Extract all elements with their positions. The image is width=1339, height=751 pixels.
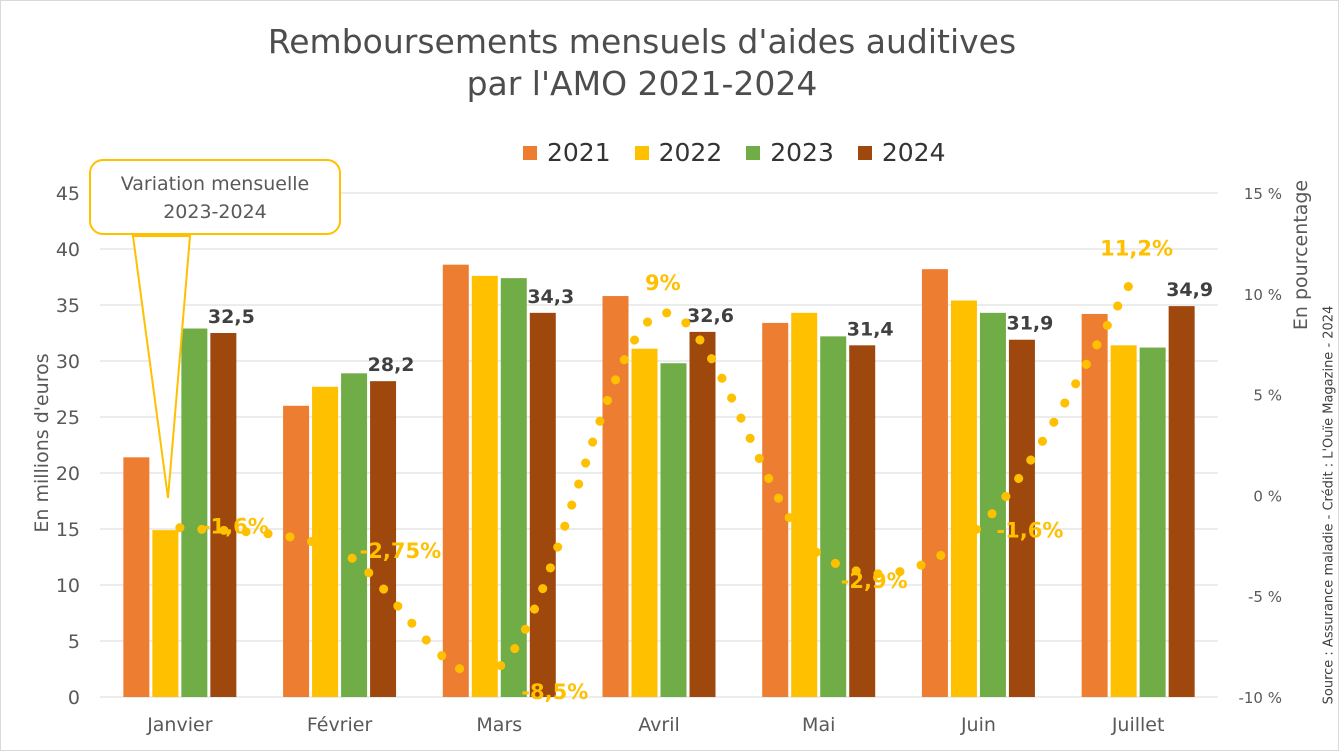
- y2-tick-label: -5 %: [1248, 588, 1282, 606]
- legend-item-2024: 2024: [857, 138, 946, 167]
- bar-2021: [921, 269, 948, 697]
- legend-item-2023: 2023: [746, 138, 834, 167]
- legend: 2021 2022 2023 2024: [523, 138, 946, 167]
- y-tick-label: 30: [56, 351, 80, 373]
- variation-label: -1,6%: [202, 515, 269, 539]
- bar-2024: [689, 331, 716, 697]
- source-credit: Source : Assurance maladie - Crédit : L'…: [1321, 305, 1337, 705]
- bar-2022: [791, 312, 818, 697]
- bar-2021: [762, 322, 789, 697]
- bar-2021: [1081, 313, 1108, 697]
- x-tick-label: Mars: [476, 714, 522, 736]
- y-tick-label: 40: [56, 239, 80, 261]
- variation-label: 9%: [645, 271, 681, 295]
- bar-label-2024: 34,3: [527, 286, 574, 308]
- x-tick-label: Janvier: [146, 714, 213, 736]
- bar-label-2024: 31,9: [1006, 313, 1053, 335]
- legend-swatch-2023: [746, 145, 761, 160]
- bar-2023: [181, 328, 208, 697]
- bar-2021: [123, 457, 150, 697]
- y-tick-label: 35: [56, 295, 80, 317]
- variation-label: -2,9%: [841, 569, 908, 593]
- y-tick-label: 10: [56, 575, 80, 597]
- callout-pointer: [131, 235, 192, 499]
- bar-2024: [370, 381, 397, 697]
- bar-2021: [283, 405, 310, 697]
- y2-tick-label: 5 %: [1253, 387, 1282, 405]
- legend-label-2023: 2023: [770, 138, 834, 167]
- bar-2022: [950, 300, 977, 697]
- x-tick-label: Juin: [960, 714, 996, 736]
- legend-swatch-2024: [857, 145, 872, 160]
- callout-line2: 2023-2024: [163, 201, 267, 223]
- bar-2023: [1139, 347, 1166, 697]
- y-tick-label: 0: [68, 687, 80, 709]
- legend-label-2021: 2021: [547, 138, 611, 167]
- bar-2023: [979, 312, 1006, 697]
- variation-label: -8,5%: [521, 680, 588, 704]
- bar-2024: [529, 312, 556, 697]
- bar-label-2024: 34,9: [1166, 279, 1213, 301]
- legend-item-2021: 2021: [523, 138, 611, 167]
- variation-callout: Variation mensuelle 2023-2024: [89, 159, 341, 235]
- bar-2023: [341, 373, 368, 697]
- bar-label-2024: 32,5: [208, 306, 255, 328]
- bar-2022: [631, 348, 658, 697]
- bar-label-2024: 28,2: [368, 354, 415, 376]
- bar-label-2024: 31,4: [847, 318, 894, 340]
- chart-title-line2: par l'AMO 2021-2024: [466, 64, 818, 103]
- legend-label-2024: 2024: [881, 138, 946, 167]
- bar-2024: [210, 333, 237, 697]
- bar-label-2024: 32,6: [687, 305, 734, 327]
- bar-2023: [820, 336, 847, 697]
- legend-swatch-2022: [634, 145, 649, 160]
- x-tick-label: Avril: [638, 714, 680, 736]
- bar-2022: [1110, 345, 1137, 697]
- y2-tick-label: 15 %: [1244, 185, 1282, 203]
- y2-tick-label: 0 %: [1253, 487, 1282, 505]
- y-axis-left-title: En millions d'euros: [31, 353, 53, 533]
- bar-2022: [471, 275, 498, 697]
- y-tick-label: 15: [56, 519, 80, 541]
- bar-2024: [1008, 339, 1035, 697]
- y-tick-label: 25: [56, 407, 80, 429]
- bar-2022: [152, 530, 179, 697]
- variation-label: 11,2%: [1100, 237, 1173, 261]
- y-axis-right-title: En pourcentage: [1290, 179, 1312, 331]
- bar-2022: [312, 386, 339, 697]
- y-tick-label: 20: [56, 463, 80, 485]
- x-tick-label: Février: [307, 714, 373, 736]
- y2-tick-label: 10 %: [1244, 286, 1282, 304]
- y-tick-label: 45: [56, 183, 80, 205]
- bar-2023: [660, 363, 687, 697]
- callout-line1: Variation mensuelle: [120, 173, 310, 195]
- x-tick-label: Juillet: [1111, 714, 1165, 736]
- legend-item-2022: 2022: [634, 138, 723, 167]
- legend-swatch-2021: [523, 145, 537, 160]
- y2-tick-label: -10 %: [1238, 689, 1282, 707]
- bar-2024: [1168, 306, 1195, 697]
- variation-label: -1,6%: [996, 519, 1063, 543]
- y-tick-label: 5: [68, 631, 80, 653]
- bar-2024: [849, 345, 876, 697]
- chart-title-line1: Remboursements mensuels d'aides auditive…: [267, 22, 1017, 61]
- variation-label: -2,75%: [360, 539, 442, 563]
- x-tick-label: Mai: [802, 714, 835, 736]
- legend-label-2022: 2022: [658, 138, 723, 167]
- variation-line: [175, 265, 1143, 679]
- bar-2023: [500, 278, 527, 697]
- bar-2021: [442, 264, 469, 697]
